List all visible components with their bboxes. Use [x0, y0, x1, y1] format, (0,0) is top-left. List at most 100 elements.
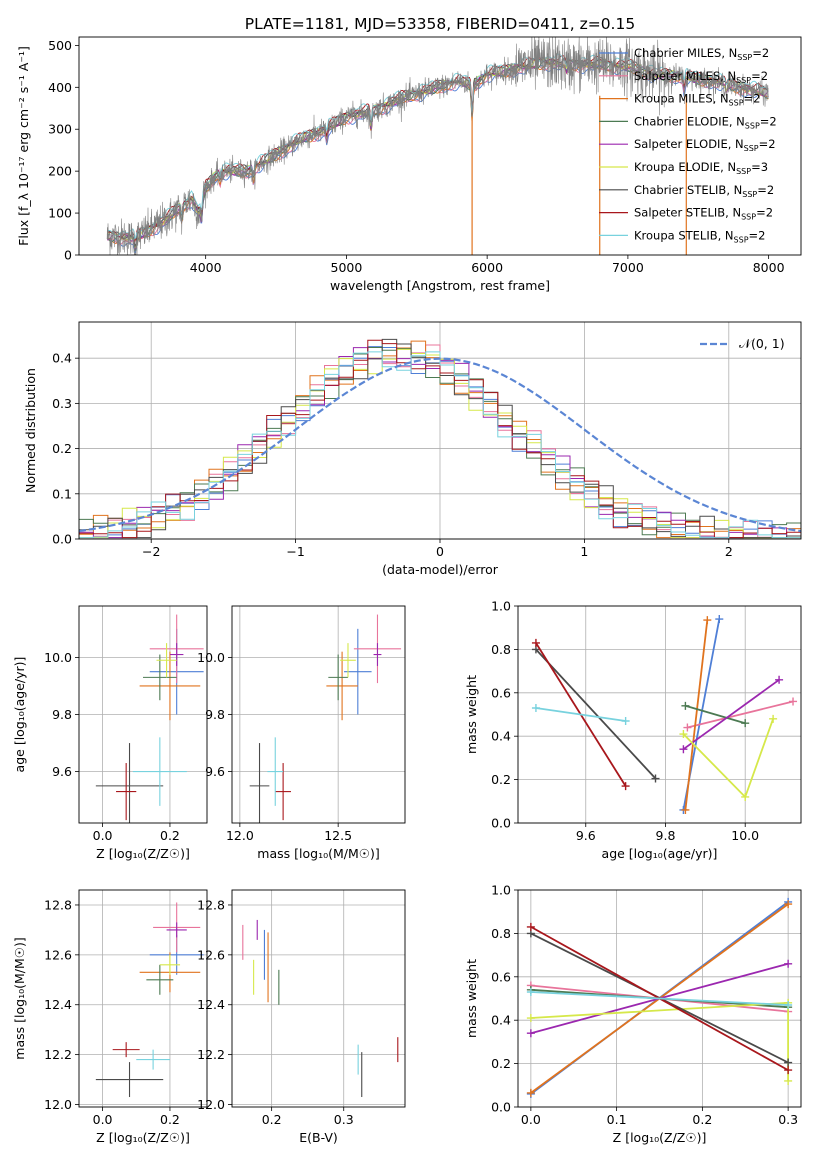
x-tick-label: 7000: [612, 260, 644, 275]
x-axis-label: Z [log₁₀(Z/Z☉)]: [96, 1130, 190, 1145]
legend-label: Chabrier MILES, NSSP=2: [634, 46, 769, 62]
weight-marker-4: [775, 675, 784, 684]
weight-marker-6: [651, 774, 660, 783]
x-tick-label: 0.3: [778, 1112, 798, 1127]
weight-marker-5: [526, 1014, 535, 1023]
x-axis-label: (data-model)/error: [382, 562, 499, 577]
weight-marker-7: [526, 922, 535, 931]
axes-frame: [517, 605, 802, 824]
y-tick-label: 300: [48, 122, 72, 137]
y-tick-label: 0.4: [52, 351, 72, 366]
x-tick-label: 0.3: [334, 1112, 354, 1127]
x-tick-label: 4000: [190, 260, 222, 275]
x-tick-label: 8000: [753, 260, 785, 275]
y-tick-label: 0.8: [491, 926, 511, 941]
y-tick-label: 0.6: [491, 969, 511, 984]
x-axis-label: Z [log₁₀(Z/Z☉)]: [613, 1130, 707, 1145]
y-axis-label: mass weight: [464, 675, 479, 754]
weight-marker-6: [784, 1058, 793, 1067]
chart-mass_vs_Z: 0.0 0.2 12.0 12.2 12.4 12.6 12.8 Z [log₁₀(Z/Z☉)…: [12, 889, 208, 1145]
y-tick-label: 200: [48, 164, 72, 179]
axes-frame: [78, 321, 802, 540]
weight-line-8: [535, 707, 626, 722]
weight-line-1: [687, 700, 794, 729]
y-tick-label: 0.4: [491, 1013, 511, 1028]
x-axis-label: wavelength [Angstrom, rest frame]: [330, 278, 550, 293]
y-tick-label: 0.0: [491, 1100, 511, 1115]
legend-label: Kroupa STELIB, NSSP=2: [634, 228, 765, 244]
weight-marker-4: [679, 745, 688, 754]
y-tick-label: 9.6: [52, 764, 72, 779]
y-tick-label: 1.0: [491, 599, 511, 614]
residual-histogram-3: [79, 347, 801, 539]
plot-area: [526, 897, 793, 1098]
chart-weight_vs_age: 9.6 9.8 10.0 0.0 0.2 0.4 0.6 0.8 1.0 age [log₁₀(a…: [464, 599, 802, 861]
y-tick-label: 0.0: [491, 816, 511, 831]
legend-label: Salpeter MILES, NSSP=2: [634, 69, 768, 85]
x-tick-label: 12.0: [226, 828, 254, 843]
axes-frame: [517, 889, 802, 1108]
weight-line-4: [682, 679, 780, 750]
axes-frame: [231, 889, 406, 1108]
y-tick-label: 0.2: [491, 772, 511, 787]
weight-marker-0: [715, 615, 724, 624]
x-tick-label: 0: [436, 544, 444, 559]
model-spectrum-2: [106, 61, 769, 249]
y-tick-label: 0.0: [52, 532, 72, 547]
y-tick-label: 12.4: [197, 997, 225, 1012]
chart-age_vs_mass: 12.0 12.5 9.6 9.8 10.0 mass [log₁₀(M/M☉)]: [197, 605, 406, 861]
y-tick-label: 0.6: [491, 685, 511, 700]
weight-marker-1: [789, 697, 798, 706]
y-tick-label: 1.0: [491, 883, 511, 898]
plot-area: [106, 37, 769, 255]
x-tick-label: 0.0: [93, 828, 113, 843]
axes-frame: [78, 605, 208, 824]
weight-marker-8: [621, 717, 630, 726]
y-tick-label: 12.8: [197, 897, 225, 912]
plot-area: [95, 902, 204, 1098]
residual-histogram-8: [79, 351, 801, 539]
y-tick-label: 9.8: [52, 707, 72, 722]
axes-frame: [78, 889, 208, 1108]
y-tick-label: 500: [48, 38, 72, 53]
weight-line-6: [535, 648, 657, 780]
y-axis-label: Flux [f_λ 10⁻¹⁷ erg cm⁻² s⁻¹ A⁻¹]: [16, 46, 31, 246]
weight-marker-8: [784, 1001, 793, 1010]
legend-label: Salpeter STELIB, NSSP=2: [634, 206, 773, 222]
x-tick-label: 9.8: [656, 828, 676, 843]
chart-residuals: −2 −1 0 1 2 0.0 0.1 0.2 0.3 0.4 (data-model)/error…: [23, 321, 802, 577]
weight-marker-2: [784, 900, 793, 909]
chart-weight_vs_Z: 0.0 0.1 0.2 0.3 0.0 0.2 0.4 0.6 0.8 1.0 Z [log₁₀(Z…: [464, 883, 802, 1145]
y-tick-label: 12.6: [197, 947, 225, 962]
legend-label: Chabrier STELIB, NSSP=2: [634, 183, 774, 199]
weight-marker-2: [703, 616, 712, 625]
weight-marker-7: [784, 1066, 793, 1075]
weight-marker-5: [784, 1076, 793, 1085]
residual-histogram-6: [79, 338, 801, 539]
x-tick-label: −1: [286, 544, 304, 559]
weight-marker-4: [784, 959, 793, 968]
x-tick-label: 12.5: [324, 828, 352, 843]
y-tick-label: 0: [64, 248, 72, 263]
weight-marker-2: [681, 805, 690, 814]
chart-age_vs_Z: 0.0 0.2 9.6 9.8 10.0 Z [log₁₀(Z/Z☉)] age [log₁…: [12, 605, 208, 861]
y-tick-label: 0.3: [52, 396, 72, 411]
weight-line-2: [684, 619, 709, 811]
y-tick-label: 12.0: [197, 1097, 225, 1112]
weight-marker-2: [526, 1088, 535, 1097]
x-tick-label: 0.0: [521, 1112, 541, 1127]
y-tick-label: 0.1: [52, 486, 72, 501]
x-tick-label: 0.2: [692, 1112, 712, 1127]
x-tick-label: 0.2: [160, 1112, 180, 1127]
weight-line-3: [685, 704, 746, 725]
x-tick-label: −2: [142, 544, 160, 559]
weight-marker-7: [621, 782, 630, 791]
chart-spectrum: 4000 5000 6000 7000 8000 0 100 200 300 400 500 wave…: [16, 36, 802, 293]
y-tick-label: 12.2: [44, 1047, 72, 1062]
weight-marker-1: [683, 723, 692, 732]
spectrum-legend: Chabrier MILES, NSSP=2 Salpeter MILES, NS…: [599, 46, 777, 244]
y-tick-label: 0.8: [491, 642, 511, 657]
x-tick-label: 0.2: [262, 1112, 282, 1127]
y-tick-label: 100: [48, 206, 72, 221]
weight-marker-3: [741, 719, 750, 728]
